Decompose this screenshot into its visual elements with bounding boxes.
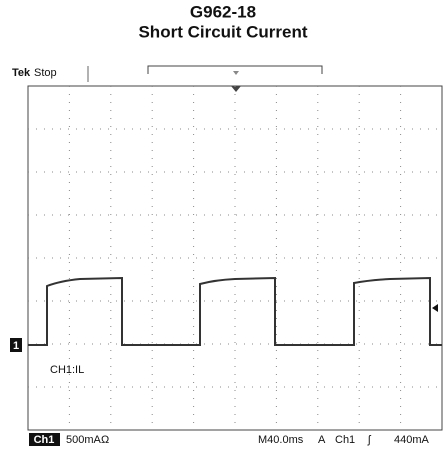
ch-box <box>29 433 60 446</box>
bottom-trigger-mode: A <box>318 434 326 446</box>
graticule <box>28 86 442 430</box>
title-line2: Short Circuit Current <box>138 22 307 41</box>
bottom-timebase: M40.0ms <box>258 434 304 446</box>
brand: Tek <box>12 67 31 79</box>
title-line1: G962-18 <box>190 2 256 21</box>
trigger-position <box>231 86 241 92</box>
trace-label: CH1:IL <box>50 364 84 376</box>
channel-marker-box <box>10 338 22 352</box>
record-bracket <box>147 65 323 74</box>
bottom-channel: Ch1 <box>34 434 55 446</box>
record-marker <box>233 71 239 75</box>
channel-marker: 1 <box>13 340 19 352</box>
graticule-frame <box>27 85 443 431</box>
status: Stop <box>34 67 57 79</box>
waveform <box>28 276 442 346</box>
bottom-trigger-slope: ʃ <box>367 434 372 446</box>
level-marker <box>432 304 438 312</box>
bottom-trigger-channel: Ch1 <box>335 434 355 446</box>
bottom-scale: 500mA <box>66 434 102 446</box>
bottom-trigger-level: 440mA <box>394 434 430 446</box>
bottom-coupling: Ω <box>101 434 109 446</box>
